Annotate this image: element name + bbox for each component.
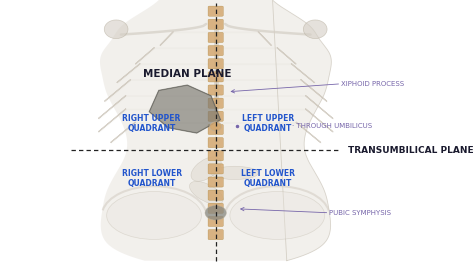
FancyBboxPatch shape (208, 164, 223, 174)
FancyBboxPatch shape (208, 98, 223, 108)
Ellipse shape (303, 20, 327, 39)
FancyBboxPatch shape (208, 138, 223, 148)
FancyBboxPatch shape (208, 177, 223, 187)
FancyBboxPatch shape (208, 217, 223, 227)
FancyBboxPatch shape (208, 111, 223, 121)
Text: LEFT UPPER
QUADRANT: LEFT UPPER QUADRANT (242, 114, 294, 133)
Text: · THROUGH UMBILICUS: · THROUGH UMBILICUS (292, 123, 372, 129)
Ellipse shape (190, 181, 223, 204)
Ellipse shape (211, 166, 258, 180)
FancyBboxPatch shape (208, 6, 223, 16)
Text: RIGHT UPPER
QUADRANT: RIGHT UPPER QUADRANT (122, 114, 181, 133)
FancyBboxPatch shape (208, 151, 223, 161)
FancyBboxPatch shape (208, 85, 223, 95)
Polygon shape (100, 0, 331, 261)
FancyBboxPatch shape (208, 45, 223, 56)
FancyBboxPatch shape (208, 72, 223, 82)
Ellipse shape (107, 192, 201, 239)
Ellipse shape (205, 205, 227, 220)
Ellipse shape (230, 192, 325, 239)
FancyBboxPatch shape (208, 190, 223, 200)
Polygon shape (149, 85, 220, 133)
Ellipse shape (191, 157, 221, 181)
Ellipse shape (210, 122, 222, 131)
FancyBboxPatch shape (208, 59, 223, 69)
Text: RIGHT LOWER
QUADRANT: RIGHT LOWER QUADRANT (122, 169, 182, 188)
Text: XIPHOID PROCESS: XIPHOID PROCESS (341, 81, 404, 87)
FancyBboxPatch shape (208, 32, 223, 43)
Text: LEFT LOWER
QUADRANT: LEFT LOWER QUADRANT (241, 169, 295, 188)
FancyBboxPatch shape (208, 124, 223, 135)
FancyBboxPatch shape (208, 19, 223, 29)
FancyBboxPatch shape (208, 230, 223, 240)
Text: TRANSUMBILICAL PLANE: TRANSUMBILICAL PLANE (348, 146, 474, 155)
FancyBboxPatch shape (208, 203, 223, 213)
Text: MEDIAN PLANE: MEDIAN PLANE (143, 69, 231, 80)
Ellipse shape (104, 20, 128, 39)
Text: PUBIC SYMPHYSIS: PUBIC SYMPHYSIS (329, 210, 392, 216)
